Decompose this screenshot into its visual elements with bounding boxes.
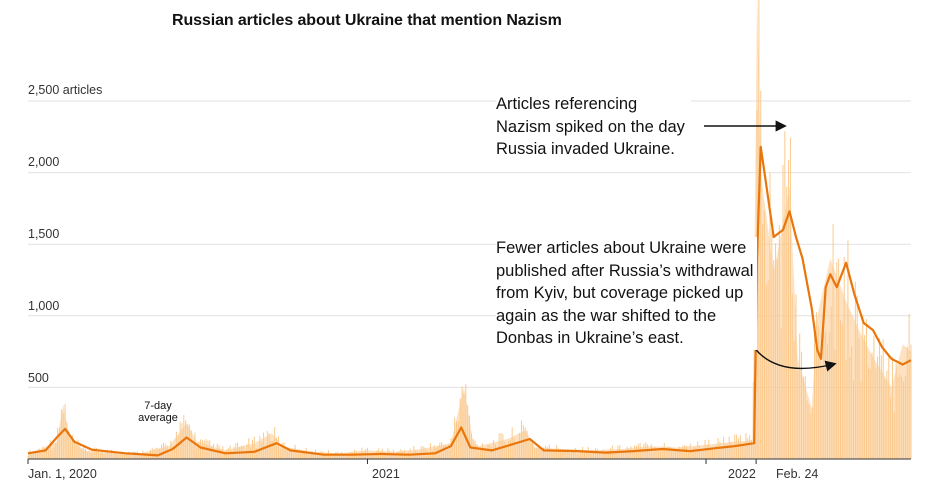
annotation-average: 7-day average [134,400,182,424]
daily-area [28,0,911,459]
x-tick-label: 2022 [728,467,756,481]
annotation-line: again as the war shifted to the [496,306,717,325]
x-tick-label: Feb. 24 [776,467,819,481]
annotation-line: average [138,412,178,424]
annotation-line: Russia invaded Ukraine. [496,140,675,158]
average-line [27,145,912,457]
average-series [27,145,912,457]
annotation-line: 7-day [144,400,172,412]
annotation-line: Articles referencing [496,95,638,113]
annotation-line: from Kyiv, but coverage picked up [496,284,744,302]
y-tick-label: 2,500 articles [28,83,103,97]
annotation-line: Donbas in Ukraine’s east. [496,329,684,347]
annotation-spike: Articles referencing Nazism spiked on th… [496,93,691,161]
x-tick-label: 2021 [372,467,400,481]
y-tick-label: 1,000 [28,299,60,313]
annotation-withdrawal: Fewer articles about Ukraine were publis… [496,237,758,350]
x-tick-label: Jan. 1, 2020 [28,467,97,481]
daily-series [27,0,912,459]
y-tick-label: 1,500 [28,227,60,241]
chart-title: Russian articles about Ukraine that ment… [172,12,562,29]
annotation-line: Nazism spiked on the day [496,117,685,136]
annotation-line: published after Russia’s withdrawal [496,261,754,280]
y-tick-label: 2,000 [28,155,60,169]
x-axis [27,458,911,464]
annotation-line: Fewer articles about Ukraine were [496,239,747,257]
y-tick-label: 500 [28,371,49,385]
